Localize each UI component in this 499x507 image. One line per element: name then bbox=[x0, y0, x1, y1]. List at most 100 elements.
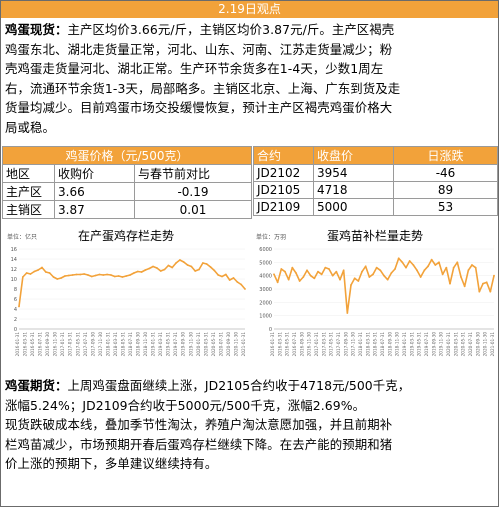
table-cell: JD2105 bbox=[253, 181, 314, 199]
x-tick-label: 2019-09-30 bbox=[431, 332, 436, 357]
x-tick-label: 2017-05-31 bbox=[329, 332, 334, 357]
chart-title: 在产蛋鸡存栏走势 bbox=[77, 229, 174, 243]
data-point bbox=[335, 270, 338, 273]
table-cell: 4718 bbox=[313, 181, 394, 199]
contract-header-close: 收盘价 bbox=[313, 146, 394, 165]
data-point bbox=[133, 272, 135, 274]
futures-commentary: 鸡蛋期货：上周鸡蛋盘面继续上涨，JD2105合约收于4718元/500千克， 涨… bbox=[5, 376, 495, 474]
data-point bbox=[280, 268, 283, 270]
data-point bbox=[394, 268, 396, 270]
data-point bbox=[121, 276, 124, 278]
data-point bbox=[60, 277, 63, 279]
data-point bbox=[456, 261, 459, 264]
data-point bbox=[136, 270, 139, 273]
x-tick-label: 2019-05-31 bbox=[166, 332, 171, 357]
data-point bbox=[41, 266, 43, 269]
y-tick-label: 6 bbox=[14, 297, 17, 303]
chart-unit: 单位：万羽 bbox=[256, 234, 287, 241]
x-tick-label: 2021-01-31 bbox=[241, 332, 246, 357]
y-tick-label: 6000 bbox=[259, 247, 272, 253]
data-point bbox=[171, 266, 174, 269]
x-tick-label: 2020-07-31 bbox=[218, 332, 223, 357]
x-tick-label: 2019-11-30 bbox=[188, 332, 193, 357]
data-point bbox=[273, 273, 275, 276]
x-tick-label: 2017-05-31 bbox=[75, 332, 80, 357]
chart-unit: 单位：亿只 bbox=[7, 234, 38, 241]
data-point bbox=[489, 290, 492, 293]
data-point bbox=[232, 277, 235, 279]
layer-stock-chart: 0 2 4 6 8 10 12 14 16 2016-01-31 2016-03-31 2016-05… bbox=[3, 223, 249, 373]
x-tick-label: 2017-03-31 bbox=[321, 332, 326, 357]
x-tick-label: 2018-09-30 bbox=[136, 332, 141, 357]
data-point bbox=[198, 268, 200, 271]
spot-commentary: 鸡蛋现货：主产区均价3.66元/斤，主销区均价3.87元/斤。主产区褐壳 鸡蛋东… bbox=[5, 20, 495, 137]
table-cell: -0.19 bbox=[134, 182, 252, 201]
data-point bbox=[159, 270, 162, 272]
x-tick-label: 2016-01-31 bbox=[15, 332, 20, 357]
data-point bbox=[412, 264, 415, 266]
data-point bbox=[44, 271, 47, 273]
data-point bbox=[397, 257, 400, 260]
x-tick-label: 2019-09-30 bbox=[181, 332, 186, 357]
data-point bbox=[390, 272, 393, 274]
x-tick-label: 2020-09-30 bbox=[226, 332, 231, 357]
data-point bbox=[331, 274, 334, 277]
table-cell: -46 bbox=[393, 164, 498, 182]
x-tick-label: 2020-11-30 bbox=[233, 332, 238, 357]
futures-line-2: 涨幅5.24%；JD2109合约收于5000元/500千克，涨幅2.69%。 bbox=[5, 397, 366, 413]
data-point bbox=[471, 264, 473, 266]
data-point bbox=[236, 281, 239, 283]
table-cell: 89 bbox=[393, 181, 498, 199]
data-point bbox=[320, 273, 323, 276]
data-point bbox=[383, 274, 385, 277]
data-point bbox=[67, 274, 70, 277]
data-point bbox=[276, 281, 279, 284]
y-tick-label: 2000 bbox=[259, 300, 272, 306]
data-point bbox=[313, 277, 316, 280]
y-tick-label: 12 bbox=[11, 267, 17, 273]
table-row: JD2102 3954 -46 bbox=[253, 164, 498, 182]
y-tick-label: 16 bbox=[11, 247, 17, 253]
x-tick-label: 2018-11-30 bbox=[143, 332, 148, 357]
data-point bbox=[98, 273, 101, 276]
data-point bbox=[434, 264, 437, 266]
y-tick-label: 2 bbox=[14, 317, 17, 323]
data-point bbox=[408, 260, 411, 262]
x-tick-label: 2018-11-30 bbox=[395, 332, 400, 357]
data-point bbox=[240, 283, 243, 286]
data-point bbox=[79, 273, 82, 276]
x-tick-label: 2018-03-31 bbox=[365, 332, 370, 357]
data-point bbox=[205, 263, 208, 265]
data-point bbox=[25, 272, 28, 274]
data-point bbox=[75, 273, 78, 276]
y-tick-label: 10 bbox=[11, 277, 17, 283]
y-tick-label: 14 bbox=[11, 257, 17, 263]
contract-header-change: 日涨跌 bbox=[393, 146, 498, 165]
data-point bbox=[419, 276, 422, 278]
data-point bbox=[309, 274, 312, 277]
y-tick-label: 0 bbox=[14, 327, 17, 333]
data-point bbox=[375, 266, 378, 269]
table-row: 主销区 3.87 0.01 bbox=[2, 200, 252, 219]
x-tick-label: 2020-01-31 bbox=[446, 332, 451, 357]
table-row: 主产区 3.66 -0.19 bbox=[2, 182, 252, 201]
y-tick-label: 4 bbox=[14, 307, 17, 313]
y-tick-label: 3000 bbox=[259, 287, 272, 293]
data-point bbox=[155, 267, 158, 269]
data-point bbox=[90, 275, 93, 278]
spot-line-1: 主产区均价3.66元/斤，主销区均价3.87元/斤。主产区褐壳 bbox=[67, 22, 395, 37]
spot-line-2: 鸡蛋东北、湖北走货量正常，河北、山东、河南、江苏走货量减少；粉 bbox=[5, 41, 393, 57]
data-point bbox=[87, 274, 89, 276]
y-tick-label: 8 bbox=[14, 287, 17, 293]
data-point bbox=[445, 266, 448, 269]
data-point bbox=[474, 266, 477, 269]
x-tick-label: 2019-01-31 bbox=[151, 332, 156, 357]
data-point bbox=[449, 282, 451, 285]
price-table-title: 鸡蛋价格（元/500克） bbox=[2, 146, 252, 165]
data-point bbox=[228, 279, 231, 281]
data-point bbox=[175, 262, 177, 264]
x-tick-label: 2017-09-30 bbox=[343, 332, 348, 357]
data-point bbox=[441, 273, 444, 276]
data-point bbox=[221, 275, 223, 278]
